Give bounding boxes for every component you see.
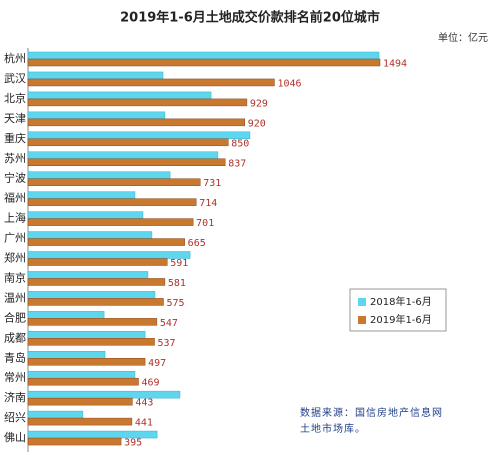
bar bbox=[27, 178, 201, 186]
bar bbox=[27, 118, 246, 127]
bar bbox=[27, 390, 181, 399]
value-label: 469 bbox=[142, 378, 160, 389]
category-label: 广州 bbox=[4, 232, 26, 245]
bar bbox=[27, 231, 153, 239]
category-label: 武汉 bbox=[4, 72, 26, 85]
bar bbox=[27, 211, 144, 219]
category-label: 苏州 bbox=[4, 152, 26, 165]
category-label: 常州 bbox=[4, 371, 26, 384]
bar bbox=[27, 331, 146, 339]
bar bbox=[27, 51, 380, 60]
legend-label: 2019年1-6月 bbox=[370, 313, 432, 326]
bar bbox=[27, 397, 133, 406]
category-label: 青岛 bbox=[4, 350, 26, 364]
bar bbox=[27, 437, 122, 446]
bar bbox=[27, 271, 149, 279]
bar bbox=[27, 91, 212, 100]
value-label: 920 bbox=[248, 118, 266, 129]
category-label: 合肥 bbox=[4, 310, 26, 324]
value-label: 547 bbox=[160, 318, 178, 329]
value-label: 929 bbox=[250, 98, 268, 109]
bar bbox=[27, 417, 133, 426]
legend-swatch bbox=[358, 298, 366, 306]
category-label: 南京 bbox=[4, 270, 26, 284]
chart-title: 2019年1-6月土地成交价款排名前20位城市 bbox=[120, 10, 380, 26]
bar bbox=[27, 298, 164, 306]
bar bbox=[27, 251, 191, 259]
bar bbox=[27, 338, 155, 346]
bar bbox=[27, 78, 275, 87]
unit-label: 单位：亿元 bbox=[438, 31, 488, 44]
bar bbox=[27, 238, 185, 246]
category-label: 温州 bbox=[4, 291, 26, 304]
value-label: 714 bbox=[199, 198, 217, 209]
value-label: 591 bbox=[170, 258, 188, 269]
bar bbox=[27, 198, 197, 206]
value-label: 537 bbox=[158, 338, 176, 349]
bar bbox=[27, 191, 136, 199]
value-label: 443 bbox=[135, 398, 153, 409]
bar bbox=[27, 351, 106, 359]
category-label: 杭州 bbox=[4, 51, 26, 65]
bar bbox=[27, 318, 158, 326]
category-label: 上海 bbox=[4, 211, 26, 225]
bar bbox=[27, 410, 84, 419]
category-label: 成都 bbox=[4, 331, 26, 344]
value-label: 581 bbox=[168, 278, 186, 289]
bar bbox=[27, 377, 139, 386]
bar bbox=[27, 58, 381, 67]
bar bbox=[27, 171, 171, 179]
bar bbox=[27, 218, 194, 226]
category-label: 绍兴 bbox=[4, 410, 26, 424]
source-note: 数据来源：国信房地产信息网土地市场库。 bbox=[300, 408, 443, 435]
bar bbox=[27, 138, 229, 147]
bar bbox=[27, 158, 226, 166]
bar bbox=[27, 358, 146, 366]
bar bbox=[27, 131, 251, 140]
category-label: 宁波 bbox=[4, 171, 26, 185]
bar bbox=[27, 258, 168, 266]
category-label: 郑州 bbox=[4, 251, 26, 265]
bar bbox=[27, 291, 156, 299]
bar bbox=[27, 311, 105, 319]
legend-label: 2018年1-6月 bbox=[370, 295, 432, 308]
value-label: 701 bbox=[196, 218, 214, 229]
bar bbox=[27, 111, 166, 120]
legend-swatch bbox=[358, 316, 366, 324]
category-label: 北京 bbox=[4, 91, 26, 105]
category-label: 济南 bbox=[4, 390, 26, 404]
category-label: 天津 bbox=[4, 112, 26, 125]
bar bbox=[27, 278, 166, 286]
bar bbox=[27, 151, 219, 159]
category-label: 福州 bbox=[4, 191, 26, 205]
value-label: 441 bbox=[135, 418, 153, 429]
bar bbox=[27, 370, 136, 379]
value-label: 731 bbox=[203, 178, 221, 189]
value-label: 665 bbox=[188, 238, 206, 249]
value-label: 575 bbox=[166, 298, 184, 309]
value-label: 1046 bbox=[277, 78, 301, 89]
value-label: 395 bbox=[124, 438, 142, 449]
bar bbox=[27, 98, 248, 107]
value-label: 837 bbox=[228, 158, 246, 169]
category-label: 佛山 bbox=[4, 431, 26, 444]
value-label: 1494 bbox=[383, 59, 407, 70]
category-label: 重庆 bbox=[4, 131, 26, 145]
value-label: 497 bbox=[148, 358, 166, 369]
bar bbox=[27, 71, 164, 80]
value-label: 850 bbox=[231, 138, 249, 149]
